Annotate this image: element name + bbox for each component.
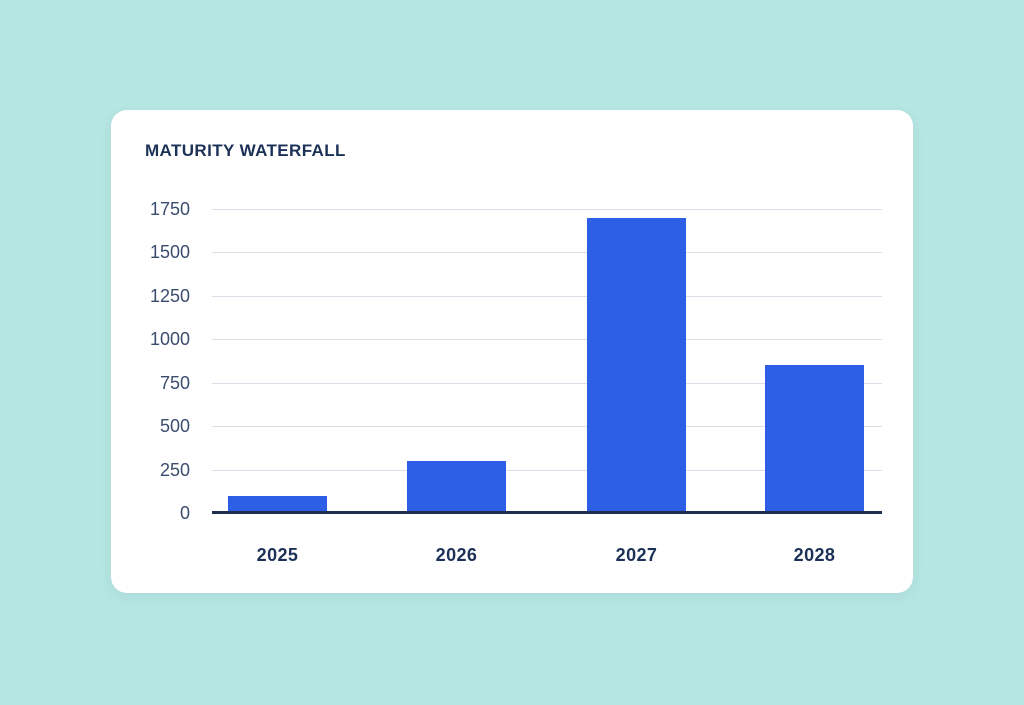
y-tick-label-750: 750 xyxy=(159,372,190,393)
y-tick-label-1250: 1250 xyxy=(149,285,190,306)
gridline-750 xyxy=(212,382,882,384)
bar-2028 xyxy=(765,365,864,513)
bar-2025 xyxy=(228,495,327,513)
chart-card: MATURITY WATERFALL 0 250 500 750 1000 1250 150… xyxy=(111,110,913,593)
gridline-1250 xyxy=(212,295,882,297)
chart-title: MATURITY WATERFALL xyxy=(145,141,346,160)
y-tick-label-0: 0 xyxy=(179,503,190,523)
y-tick-label-1500: 1500 xyxy=(149,242,190,263)
x-tick-label-2027: 2027 xyxy=(615,545,658,565)
plot-area xyxy=(212,209,882,514)
gridline-1000 xyxy=(212,339,882,341)
gridline-250 xyxy=(212,469,882,471)
x-tick-label-2026: 2026 xyxy=(435,545,478,565)
gridline-500 xyxy=(212,426,882,428)
bar-2026 xyxy=(407,460,506,513)
x-axis-line xyxy=(212,511,882,514)
x-tick-label-2028: 2028 xyxy=(793,545,836,565)
x-axis: 2025 2026 2027 2028 xyxy=(212,513,882,573)
gridline-1750 xyxy=(212,209,882,210)
y-tick-label-1750: 1750 xyxy=(149,199,190,219)
x-tick-label-2025: 2025 xyxy=(256,545,299,565)
y-tick-label-250: 250 xyxy=(159,459,190,480)
y-axis: 0 250 500 750 1000 1250 1500 1750 xyxy=(141,199,190,523)
bar-2027 xyxy=(587,217,686,513)
y-tick-label-1000: 1000 xyxy=(149,329,190,350)
gridline-1500 xyxy=(212,252,882,254)
y-tick-label-500: 500 xyxy=(159,416,190,437)
